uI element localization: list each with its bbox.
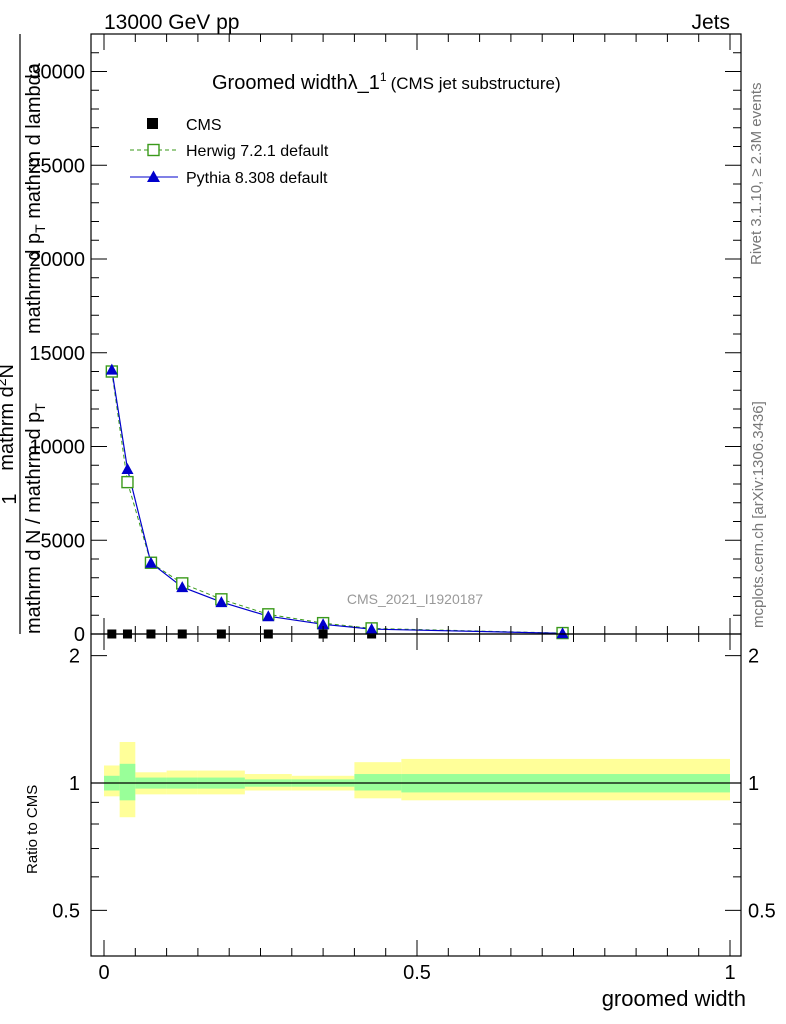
chart-title-sub: (CMS jet substructure)	[391, 74, 561, 93]
main-ytick-label: 0	[74, 624, 85, 646]
ratio-frame	[90, 633, 742, 957]
herwig-line	[111, 371, 563, 634]
pythia-point	[176, 581, 189, 593]
pythia-point	[215, 596, 228, 608]
ratio-panel: 0.5 0.5 1 1 2 2 0 0.5 1 Ratio to CMS groomed wi…	[24, 633, 776, 1011]
main-ytick-label: 25000	[29, 155, 85, 177]
main-ytick-label: 15000	[29, 343, 85, 365]
pythia-point	[317, 618, 330, 630]
ratio-band-inner	[354, 774, 402, 791]
ylabel-den2: mathrm d pT mathrm d lambda	[23, 62, 48, 334]
main-ytick-label: 30000	[29, 62, 85, 84]
energy-label: 13000 GeV pp	[104, 11, 239, 34]
legend-herwig-label: Herwig 7.2.1 default	[186, 143, 329, 160]
pythia-point	[365, 623, 378, 635]
chart-title: Groomed widthλ_11 (CMS jet substructure)	[212, 70, 561, 94]
x-axis-label: groomed width	[602, 986, 746, 1011]
ylabel-num1: 1	[0, 493, 21, 504]
legend-pythia-marker	[147, 170, 160, 182]
pythia-point	[144, 556, 157, 568]
ratio-ytick-label: 2	[69, 646, 80, 668]
ratio-ytick-label-right: 1	[748, 773, 759, 795]
x-tick-label: 1	[724, 962, 735, 984]
ratio-ytick-label-right: 2	[748, 646, 759, 668]
main-ylabel: 1 mathrm d N / mathrm d pT mathrm d2N ma…	[0, 34, 48, 634]
rivet-label: Rivet 3.1.10, ≥ 2.3M events	[748, 83, 765, 266]
legend-herwig-marker	[147, 143, 160, 157]
legend-cms-label: CMS	[186, 117, 222, 134]
chart-title-main: Groomed widthλ_1	[212, 72, 380, 94]
legend-cms-marker	[147, 118, 158, 129]
mcplots-label: mcplots.cern.ch [arXiv:1306.3436]	[750, 401, 767, 628]
ratio-ylabel: Ratio to CMS	[24, 785, 41, 874]
watermark: CMS_2021_I1920187	[347, 591, 483, 607]
x-tick-label: 0.5	[403, 962, 431, 984]
process-label: Jets	[691, 11, 730, 34]
pythia-point	[556, 627, 569, 639]
pythia-point	[105, 363, 118, 375]
legend: CMS Herwig 7.2.1 default Pythia 8.308 de…	[130, 117, 329, 187]
main-panel: 0 5000 10000 15000 20000 25000 30000 Groomed w…	[0, 33, 742, 646]
ylabel-num2: mathrm d2N	[0, 364, 18, 471]
main-ytick-label: 10000	[29, 437, 85, 459]
ratio-ytick-label: 1	[69, 773, 80, 795]
main-ytick-label: 5000	[41, 530, 86, 552]
main-ytick-label: 20000	[29, 249, 85, 271]
legend-pythia-label: Pythia 8.308 default	[186, 170, 328, 187]
chart-title-sup: 1	[380, 70, 387, 84]
x-tick-label: 0	[98, 962, 109, 984]
herwig-point	[121, 475, 134, 489]
ylabel-den1: mathrm d N / mathrm d pT	[23, 403, 48, 634]
ratio-ytick-label-right: 0.5	[748, 900, 776, 922]
ratio-ytick-label: 0.5	[52, 900, 80, 922]
ratio-band-inner	[119, 763, 136, 801]
pythia-point	[262, 610, 275, 622]
pythia-point	[121, 463, 134, 474]
pythia-line	[111, 369, 563, 634]
